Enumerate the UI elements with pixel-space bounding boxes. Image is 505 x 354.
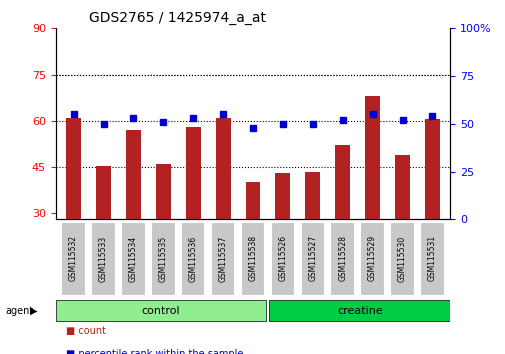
Text: ▶: ▶	[30, 306, 38, 316]
FancyBboxPatch shape	[419, 222, 444, 296]
Bar	[424, 119, 439, 219]
Text: control: control	[141, 306, 180, 316]
FancyBboxPatch shape	[300, 222, 324, 296]
Text: ■ count: ■ count	[66, 326, 106, 336]
FancyBboxPatch shape	[151, 222, 175, 296]
Bar	[335, 145, 349, 219]
Text: GSM115526: GSM115526	[278, 235, 287, 281]
Text: ■ percentile rank within the sample: ■ percentile rank within the sample	[66, 349, 243, 354]
FancyBboxPatch shape	[269, 300, 449, 321]
Bar	[156, 164, 171, 219]
Bar	[305, 172, 320, 219]
Bar	[215, 118, 230, 219]
FancyBboxPatch shape	[211, 222, 235, 296]
Text: GSM115538: GSM115538	[248, 235, 257, 281]
FancyBboxPatch shape	[240, 222, 265, 296]
FancyBboxPatch shape	[389, 222, 414, 296]
Text: creatine: creatine	[336, 306, 382, 316]
Bar	[394, 155, 409, 219]
Text: GSM115527: GSM115527	[308, 235, 317, 281]
Bar	[66, 118, 81, 219]
Text: GDS2765 / 1425974_a_at: GDS2765 / 1425974_a_at	[88, 11, 265, 25]
FancyBboxPatch shape	[61, 222, 86, 296]
Text: GSM115533: GSM115533	[99, 235, 108, 281]
Bar	[275, 173, 290, 219]
FancyBboxPatch shape	[360, 222, 384, 296]
Text: agent: agent	[5, 306, 33, 316]
FancyBboxPatch shape	[270, 222, 294, 296]
Text: GSM115531: GSM115531	[427, 235, 436, 281]
Bar	[96, 166, 111, 219]
Text: GSM115529: GSM115529	[367, 235, 376, 281]
FancyBboxPatch shape	[181, 222, 205, 296]
FancyBboxPatch shape	[330, 222, 355, 296]
FancyBboxPatch shape	[91, 222, 116, 296]
Text: GSM115534: GSM115534	[129, 235, 138, 281]
Text: GSM115530: GSM115530	[397, 235, 406, 281]
Text: GSM115535: GSM115535	[159, 235, 168, 281]
FancyBboxPatch shape	[56, 300, 266, 321]
Text: GSM115532: GSM115532	[69, 235, 78, 281]
Text: GSM115537: GSM115537	[218, 235, 227, 281]
Text: GSM115528: GSM115528	[337, 235, 346, 281]
Bar	[126, 130, 140, 219]
Bar	[245, 182, 260, 219]
FancyBboxPatch shape	[121, 222, 145, 296]
Text: GSM115536: GSM115536	[188, 235, 197, 281]
Bar	[365, 96, 379, 219]
Bar	[185, 127, 200, 219]
